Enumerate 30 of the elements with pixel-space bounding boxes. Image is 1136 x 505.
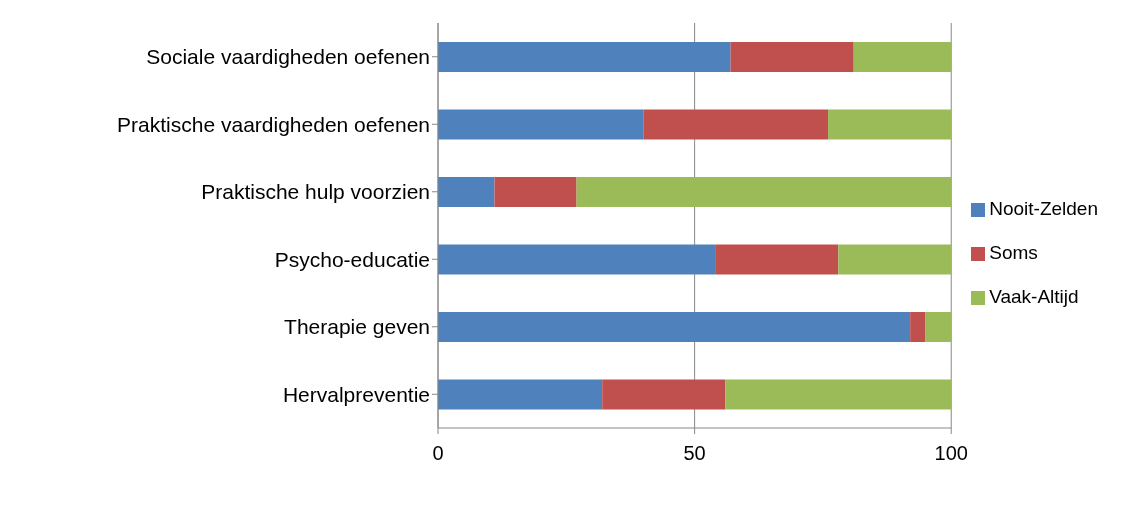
legend-label: Vaak-Altijd xyxy=(989,286,1079,307)
legend-label: Soms xyxy=(989,242,1038,263)
x-tick-label: 0 xyxy=(432,442,444,465)
y-tick-label: Hervalpreventie xyxy=(282,382,430,406)
bar xyxy=(438,379,603,410)
bar xyxy=(910,312,926,342)
bar xyxy=(438,244,716,275)
bar xyxy=(828,109,952,140)
bar xyxy=(925,312,952,342)
x-tick-label: 50 xyxy=(683,442,706,465)
legend-label: Nooit-Zelden xyxy=(989,198,1098,219)
bar xyxy=(715,244,839,275)
y-tick-label: Therapie geven xyxy=(284,315,430,339)
bar xyxy=(438,177,495,207)
x-tick-label: 100 xyxy=(934,442,968,465)
bar xyxy=(494,177,577,207)
bar xyxy=(853,42,952,72)
bar xyxy=(838,244,952,275)
bar xyxy=(643,109,829,140)
bar xyxy=(602,379,726,410)
bar xyxy=(438,312,911,342)
bar xyxy=(438,42,731,72)
y-tick-label: Praktische vaardigheden oefenen xyxy=(117,112,430,136)
y-tick-label: Psycho-educatie xyxy=(274,247,430,271)
bar xyxy=(576,177,952,207)
y-tick-label: Praktische hulp voorzien xyxy=(201,180,430,204)
bar xyxy=(725,379,952,410)
y-tick-label: Sociale vaardigheden oefenen xyxy=(146,45,430,69)
bar xyxy=(730,42,854,72)
bar xyxy=(438,109,644,140)
